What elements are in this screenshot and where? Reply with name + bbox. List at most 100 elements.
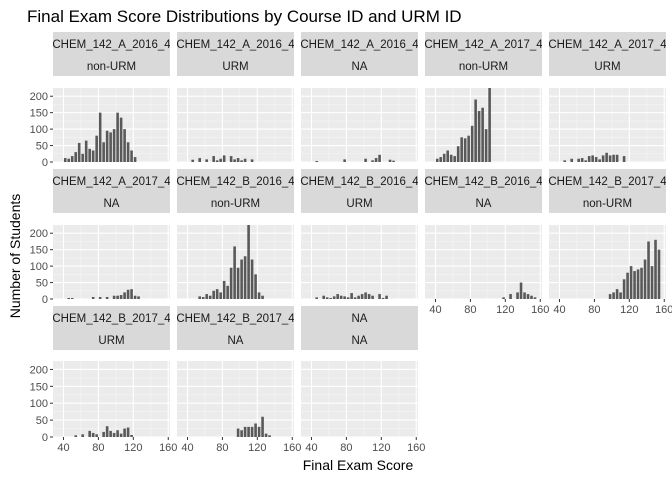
histogram-bar <box>105 297 109 299</box>
x-tick-label: 160 <box>655 304 672 316</box>
panel-background <box>53 225 170 299</box>
y-tick-label: 150 <box>30 108 48 120</box>
histogram-bar <box>243 426 247 437</box>
histogram-bar <box>201 297 205 299</box>
histogram-bar <box>516 292 519 299</box>
facet-panel: CHEM_142_B_2016_4 NA 40 80 120 160 <box>425 169 549 316</box>
histogram-bar <box>647 241 650 299</box>
histogram-bar <box>212 290 215 299</box>
facet-urm-label: non-URM <box>211 198 260 210</box>
y-axis-title: Number of Students <box>7 194 23 319</box>
x-tick-label: 80 <box>464 304 476 316</box>
x-tick-label: 40 <box>57 442 69 454</box>
x-tick-label: 80 <box>216 442 228 454</box>
histogram-bar <box>229 156 233 162</box>
facet-panel: CHEM_142_A_2017_4 non-URM <box>425 32 542 163</box>
histogram-bar <box>612 292 615 299</box>
histogram-bar <box>233 159 236 162</box>
histogram-bar <box>264 433 268 437</box>
histogram-bar <box>367 294 371 299</box>
histogram-bar <box>622 279 626 299</box>
histogram-bar <box>601 155 605 162</box>
facet-strip <box>301 32 418 76</box>
histogram-bar <box>137 296 140 299</box>
histogram-bar <box>343 296 346 299</box>
panel-background <box>301 361 418 437</box>
histogram-bar <box>392 160 395 162</box>
histogram-bar <box>91 297 95 299</box>
x-tick-label: 160 <box>159 442 177 454</box>
histogram-bar <box>212 156 215 162</box>
histogram-bar <box>470 125 474 162</box>
x-tick-label: 120 <box>248 442 266 454</box>
histogram-bar <box>130 434 133 437</box>
y-tick-label: 200 <box>30 91 48 103</box>
y-tick-label: 0 <box>42 157 48 169</box>
x-tick-label: 120 <box>124 442 142 454</box>
histogram-bar <box>95 434 98 437</box>
facet-strip <box>549 169 666 213</box>
histogram-bar <box>488 88 491 162</box>
histogram-bar <box>123 428 126 437</box>
facet-panel: CHEM_142_A_2017_4 NA 0 50 100 150 200 <box>30 169 170 306</box>
histogram-bar <box>257 292 261 299</box>
y-tick-label: 50 <box>36 278 48 290</box>
histogram-bar <box>226 285 229 299</box>
facet-course-label: CHEM_142_B_2017_4 <box>176 313 295 325</box>
histogram-bar <box>608 155 612 162</box>
histogram-bar <box>339 295 343 299</box>
histogram-bar <box>112 432 116 437</box>
x-tick-label: 80 <box>92 442 104 454</box>
y-tick-label: 100 <box>30 124 48 136</box>
y-tick-label: 0 <box>42 294 48 306</box>
histogram-bar <box>580 158 584 162</box>
histogram-bar <box>584 160 587 162</box>
histogram-bar <box>519 282 523 299</box>
facet-panel: CHEM_142_B_2017_4 URM 0 50 100 150 200 40 80 120 1… <box>30 306 177 454</box>
facet-urm-label: URM <box>594 61 620 73</box>
facet-strip <box>177 306 294 350</box>
histogram-bar <box>563 160 567 162</box>
x-tick-label: 160 <box>531 304 549 316</box>
histogram-bar <box>446 150 449 162</box>
histogram-bar <box>591 155 594 162</box>
facet-strip <box>301 169 418 213</box>
histogram-bar <box>509 294 512 299</box>
x-tick-label: 120 <box>496 304 514 316</box>
histogram-bar <box>240 430 243 437</box>
histogram-bar <box>261 416 264 437</box>
histogram-bar <box>378 294 381 299</box>
facet-panel: CHEM_142_A_2016_4 NA <box>301 32 418 163</box>
histogram-bar <box>477 111 481 162</box>
histogram-bar <box>219 158 222 162</box>
histogram-bar <box>502 297 505 299</box>
y-tick-label: 50 <box>36 415 48 427</box>
histogram-bar <box>435 158 439 162</box>
histogram-bar <box>243 256 247 299</box>
histogram-bar <box>612 154 615 162</box>
histogram-bar <box>81 153 84 162</box>
histogram-bar <box>98 112 102 162</box>
histogram-bar <box>633 271 636 299</box>
histogram-bar <box>315 297 319 299</box>
histogram-bar <box>109 430 112 437</box>
histogram-bar <box>453 156 456 162</box>
histogram-bar <box>229 267 233 299</box>
histogram-bar <box>336 294 339 299</box>
facet-panel: NA NA 40 80 120 160 <box>301 306 425 454</box>
facet-urm-label: NA <box>352 61 368 73</box>
histogram-bar <box>449 154 453 162</box>
histogram-bar <box>84 140 88 162</box>
x-tick-label: 160 <box>407 442 425 454</box>
facet-strip <box>425 32 542 76</box>
histogram-bar <box>105 130 109 162</box>
histogram-bar <box>95 135 98 162</box>
histogram-bar <box>481 107 484 162</box>
facet-panel: CHEM_142_A_2016_4 URM <box>177 32 294 163</box>
panel-background <box>301 225 418 299</box>
facet-strip <box>301 306 418 350</box>
histogram-bar <box>250 259 254 299</box>
histogram-bar <box>205 159 208 162</box>
histogram-bar <box>130 289 133 299</box>
